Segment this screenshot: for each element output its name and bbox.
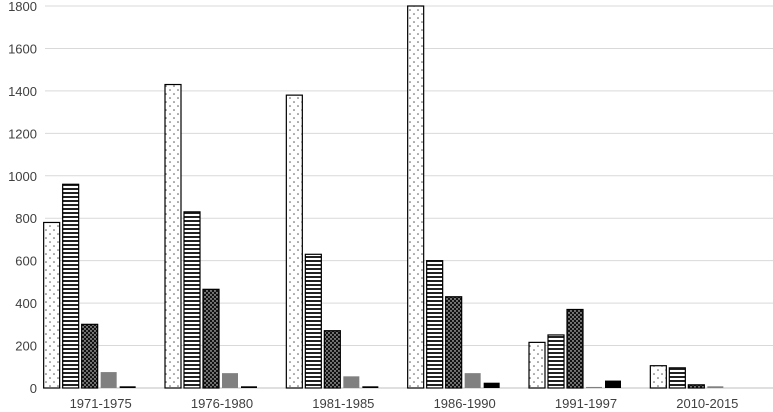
bar-2010-2015-series-1 (649, 365, 667, 389)
bar-1986-1990-series-1 (407, 5, 425, 389)
y-tick-label-1400: 1400 (8, 84, 37, 99)
x-category-label-1971-1975: 1971-1975 (70, 396, 132, 411)
bar-1971-1975-series-4 (100, 372, 117, 388)
bar-1981-1985-series-4 (343, 376, 360, 388)
bar-1991-1997-series-3 (566, 308, 584, 389)
bar-1986-1990-series-2 (426, 260, 444, 389)
x-category-label-1986-1990: 1986-1990 (434, 396, 496, 411)
bars (43, 5, 724, 389)
y-tick-label-200: 200 (15, 339, 37, 354)
bar-1981-1985-series-2 (304, 253, 322, 389)
y-tick-label-600: 600 (15, 254, 37, 269)
bar-1976-1980-series-4 (222, 373, 238, 388)
bar-1981-1985-series-3 (323, 330, 341, 389)
bar-2010-2015-series-3 (687, 384, 705, 389)
bar-1971-1975-series-1 (43, 221, 61, 389)
bar-2010-2015-series-2 (668, 367, 686, 389)
y-tick-label-1600: 1600 (8, 41, 37, 56)
bar-1981-1985-series-1 (285, 94, 303, 389)
y-tick-label-1200: 1200 (8, 126, 37, 141)
x-category-label-1976-1980: 1976-1980 (191, 396, 253, 411)
y-tick-label-1000: 1000 (8, 169, 37, 184)
bar-1976-1980-series-2 (183, 211, 201, 389)
x-category-label-2010-2015: 2010-2015 (676, 396, 738, 411)
bar-1986-1990-series-4 (464, 373, 481, 388)
y-tick-label-0: 0 (30, 381, 37, 396)
bar-1991-1997-series-2 (547, 334, 565, 389)
bar-1991-1997-series-5 (605, 380, 621, 388)
y-tick-label-400: 400 (15, 296, 37, 311)
x-axis-category-labels: 1971-1975 1976-1980 1981-1985 1986-1990 1991… (70, 396, 739, 411)
bar-1991-1997-series-4 (586, 386, 602, 388)
bar-1986-1990-series-5 (483, 382, 500, 388)
x-category-label-1981-1985: 1981-1985 (312, 396, 374, 411)
bar-1976-1980-series-5 (241, 386, 257, 388)
bar-1981-1985-series-5 (362, 386, 379, 388)
bar-1971-1975-series-2 (62, 183, 80, 389)
bar-2010-2015-series-4 (707, 386, 724, 388)
y-axis-tick-labels: 0 200 400 600 800 1000 1200 1400 1600 1800 (8, 0, 37, 396)
bar-1986-1990-series-3 (445, 296, 463, 389)
bar-1976-1980-series-3 (202, 288, 220, 389)
y-tick-label-1800: 1800 (8, 0, 37, 14)
bar-1976-1980-series-1 (164, 83, 182, 389)
bar-1991-1997-series-1 (528, 341, 546, 389)
x-category-label-1991-1997: 1991-1997 (555, 396, 617, 411)
bar-1971-1975-series-5 (119, 386, 136, 388)
y-tick-label-800: 800 (15, 211, 37, 226)
bar-1971-1975-series-3 (81, 323, 99, 389)
